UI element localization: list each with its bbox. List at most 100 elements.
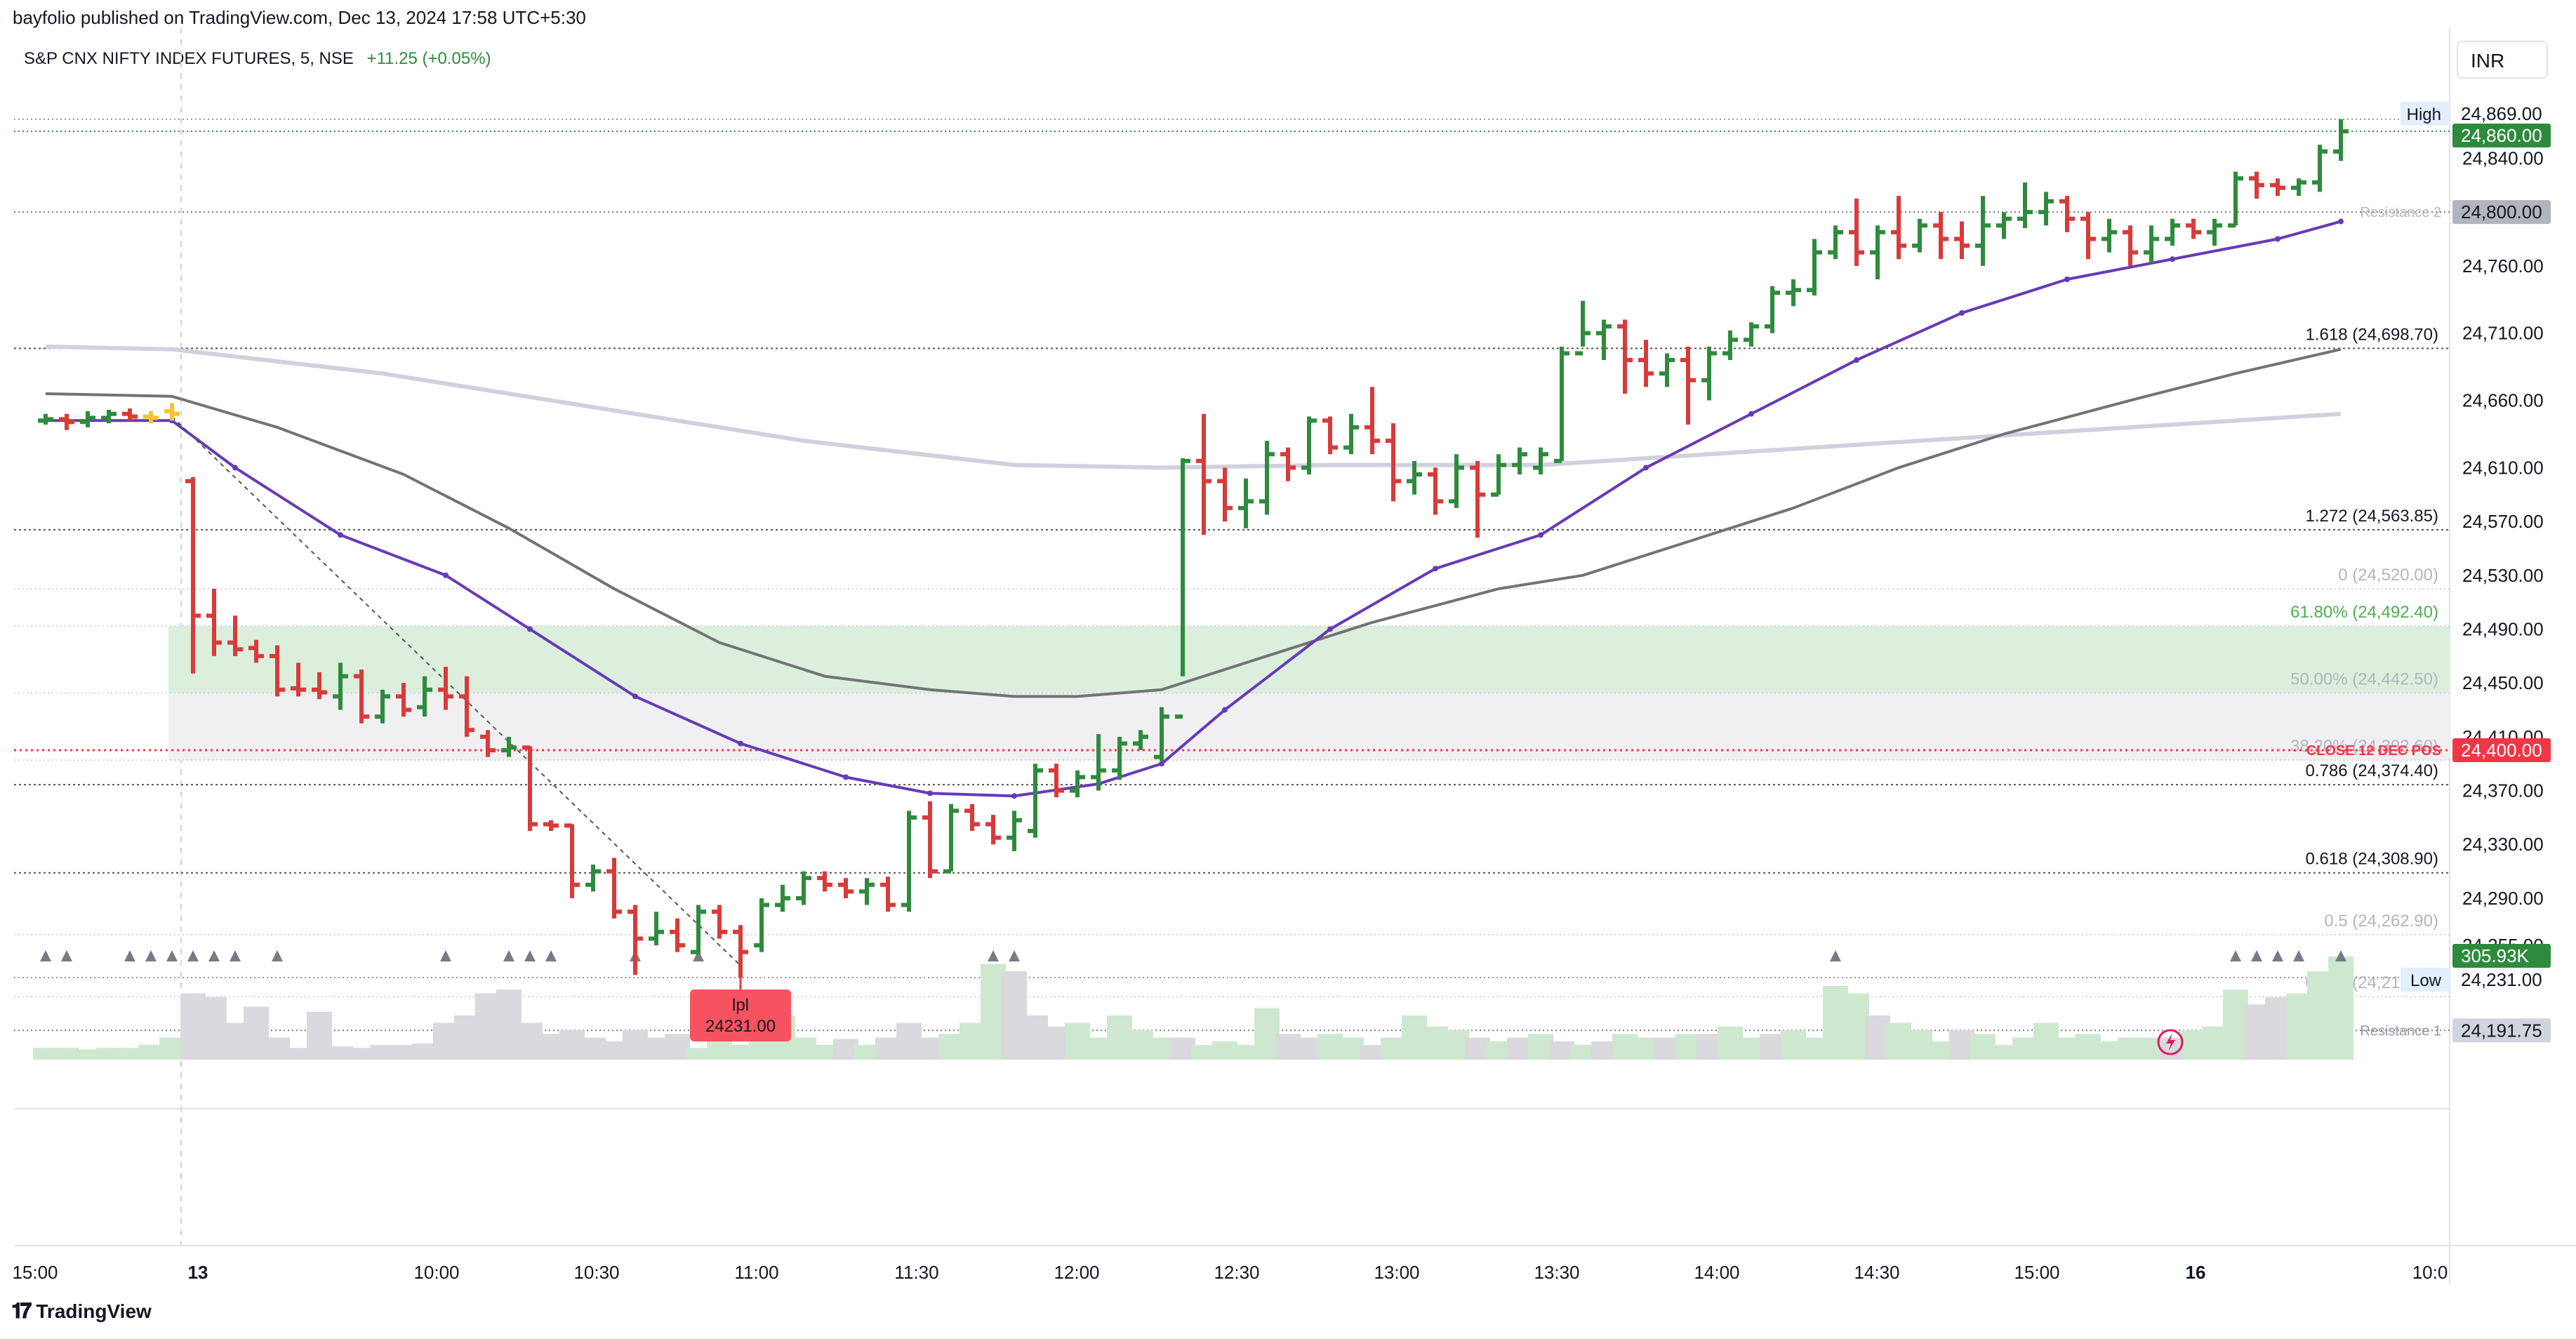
currency-selector[interactable]: INR	[2457, 41, 2548, 79]
time-tick-label: 13:30	[1534, 1262, 1579, 1283]
volume-marker-icon	[1830, 950, 1841, 961]
fib-level-label: 1.272 (24,563.85)	[2306, 507, 2438, 526]
ohlc-bar	[396, 683, 411, 717]
time-tick-label: 13:00	[1374, 1262, 1419, 1283]
ohlc-bar	[691, 905, 706, 955]
price-badge-tag-label: Resistance 2	[2360, 205, 2441, 220]
ema-fast-line-point	[232, 465, 238, 471]
ohlc-bar	[1112, 736, 1127, 780]
ohlc-bar	[1933, 212, 1948, 260]
pivot-low-box	[690, 990, 791, 1041]
ohlc-bar	[943, 804, 959, 874]
time-tick-label: 15:00	[2014, 1262, 2059, 1283]
volume-bar	[54, 1048, 79, 1060]
lightning-glyph-icon	[2166, 1033, 2175, 1051]
price-badge-tag	[2401, 101, 2450, 126]
ema-fast-line-point	[527, 626, 533, 632]
volume-marker-icon	[524, 950, 536, 961]
ohlc-bar	[2144, 225, 2159, 263]
ohlc-bar	[1428, 467, 1443, 515]
fib-zone-500-382	[168, 693, 2450, 761]
ohlc-bar	[1722, 330, 1738, 361]
ohlc-bar	[2102, 218, 2117, 253]
volume-marker-icon	[208, 950, 220, 961]
symbol-title: S&P CNX NIFTY INDEX FUTURES, 5, NSE	[24, 49, 354, 68]
volume-bar	[412, 1043, 437, 1060]
price-tick-label: 24,450.00	[2462, 672, 2544, 693]
price-badge	[2452, 101, 2551, 126]
volume-marker-icon	[2251, 950, 2262, 961]
ema-fast-line-point	[1854, 357, 1859, 364]
ohlc-bar	[754, 898, 769, 952]
price-tick-label: 24,370.00	[2462, 780, 2544, 801]
ema-fast-line-point	[927, 790, 933, 797]
fib-level-label: 50.00% (24,442.50)	[2290, 670, 2438, 689]
price-badge-value: 24,400.00	[2461, 740, 2542, 761]
volume-marker-icon	[187, 950, 199, 961]
ohlc-bar	[2165, 218, 2180, 246]
moving-averages	[43, 218, 2344, 966]
price-tick-label: 24,490.00	[2462, 618, 2544, 639]
volume-marker-icon	[40, 950, 51, 961]
ohlc-bar	[80, 411, 95, 427]
fib-level-label: 0.618 (24,308.90)	[2306, 850, 2438, 869]
ohlc-bar	[2080, 212, 2096, 260]
ohlc-bar	[227, 615, 243, 656]
volume-marker-icon	[230, 950, 241, 961]
ohlc-bar	[1954, 221, 1970, 260]
ohlc-bar	[649, 912, 664, 946]
footer-brand-label: TradingView	[36, 1300, 152, 1322]
ohlc-bar	[1849, 198, 1864, 266]
volume-bar	[138, 1045, 164, 1060]
ohlc-bar	[1280, 447, 1296, 481]
ohlc-bar	[2059, 196, 2075, 232]
ohlc-bar	[817, 871, 832, 892]
price-badge-tag-label: High	[2407, 105, 2441, 124]
ohlc-bar	[2123, 225, 2138, 266]
ohlc-bar	[1701, 346, 1717, 401]
volume-marker-icon	[2335, 950, 2346, 961]
price-badge	[2452, 738, 2551, 763]
ema-fast-line-point	[1643, 465, 1649, 471]
price-tick-label: 24,530.00	[2462, 565, 2544, 586]
ema-slow-line	[45, 344, 2342, 470]
volume-marker-icon	[2230, 950, 2241, 961]
fib-level-label: 0.786 (24,374.40)	[2306, 761, 2438, 780]
ema-fast-line-point	[632, 693, 638, 700]
price-badge-tag-label: CLOSE 12 DEC POS	[2306, 743, 2441, 759]
ohlc-bar	[2333, 119, 2349, 161]
volume-bar	[2328, 957, 2353, 1060]
price-tick-label: 24,840.00	[2462, 147, 2544, 168]
ohlc-bar	[670, 918, 685, 952]
volume-marker-icon	[124, 950, 135, 961]
ohlc-bar	[38, 413, 53, 425]
price-badge	[2452, 944, 2551, 968]
volume-bar	[1991, 1045, 2017, 1060]
ohlc-bar	[543, 820, 559, 832]
ohlc-bar	[1996, 212, 2012, 239]
ohlc-bar	[1386, 423, 1401, 502]
volume-bar	[728, 1045, 753, 1060]
ohlc-bar	[1343, 413, 1359, 455]
ohlc-bar	[922, 801, 938, 879]
price-badge-tag	[2401, 968, 2450, 992]
ohlc-bar	[206, 588, 222, 656]
volume-bar	[370, 1045, 395, 1060]
ohlc-bar	[185, 477, 201, 674]
publisher-line: bayfolio published on TradingView.com, D…	[13, 7, 586, 28]
ohlc-bar	[1091, 734, 1106, 791]
price-badge-tag-label: Low	[2410, 971, 2442, 990]
ohlc-bar	[1638, 340, 1654, 387]
volume-bar	[33, 1048, 58, 1060]
price-tick-label: 24,760.00	[2462, 255, 2544, 277]
ohlc-bar	[775, 884, 790, 912]
ohlc-bar	[522, 745, 538, 832]
volume-bar	[1191, 1045, 1216, 1060]
volume-bar	[96, 1048, 121, 1060]
ohlc-bar	[459, 676, 474, 737]
ema-fast-line-point	[1748, 411, 1754, 417]
ohlc-bar	[1154, 707, 1169, 761]
symbol-legend[interactable]: S&P CNX NIFTY INDEX FUTURES, 5, NSE +11.…	[24, 49, 491, 69]
ohlc-bar	[1912, 218, 1927, 253]
